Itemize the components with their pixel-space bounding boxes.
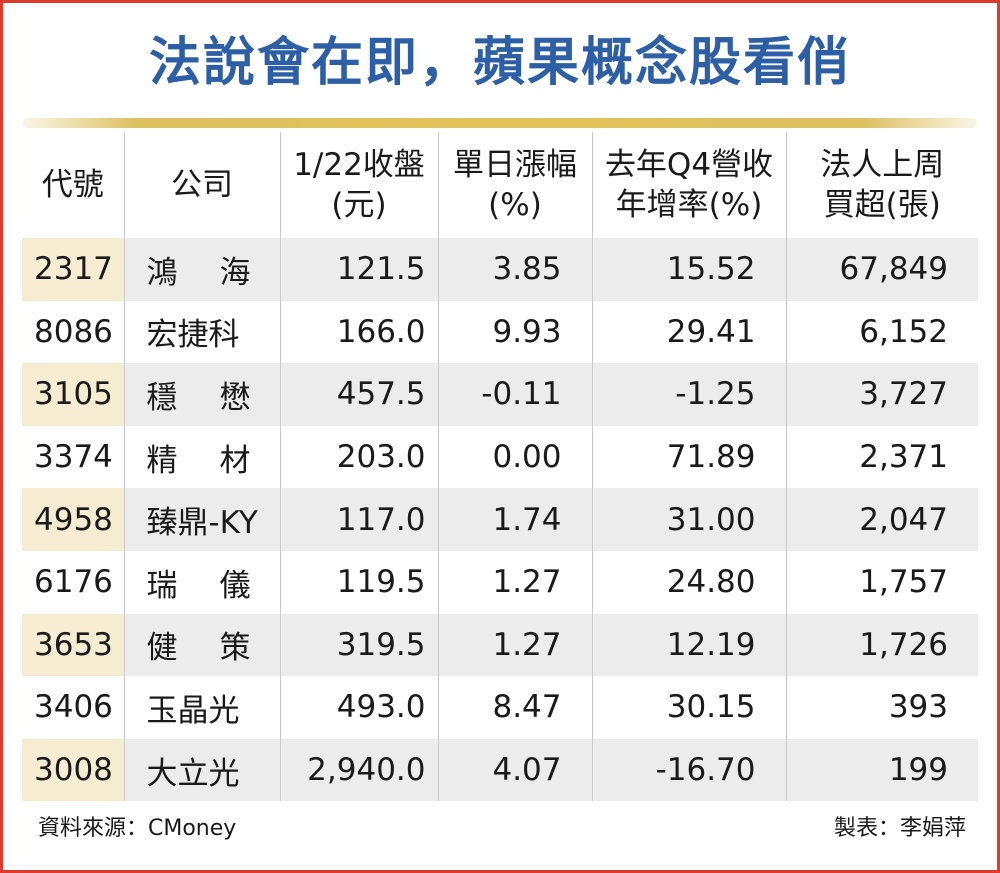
header-growth: 去年Q4營收 年增率(%) (591, 132, 786, 238)
cell-close: 203.0 (279, 425, 438, 489)
cell-close: 319.5 (279, 613, 438, 677)
header-company: 公司 (123, 132, 280, 238)
cell-close: 117.0 (279, 488, 438, 551)
table-row: 3105 穩懋 457.5 -0.11 -1.25 3,727 (22, 363, 978, 426)
cell-company: 玉晶光 (123, 676, 280, 739)
cell-buy: 6,152 (785, 300, 978, 364)
cell-code: 2317 (22, 238, 124, 301)
header-code: 代號 (41, 167, 104, 203)
cell-code: 3105 (22, 363, 124, 426)
cell-company: 穩懋 (123, 363, 280, 426)
cell-buy: 1,726 (785, 613, 978, 677)
cell-change: 3.85 (437, 238, 592, 301)
cell-growth: -16.70 (591, 738, 786, 802)
cell-change: 1.27 (437, 613, 592, 677)
cell-change: 1.74 (437, 488, 592, 551)
cell-change: 0.00 (437, 425, 592, 489)
cell-company: 臻鼎-KY (123, 488, 280, 551)
cell-close: 493.0 (279, 676, 438, 739)
cell-growth: 29.41 (591, 300, 786, 364)
cell-buy: 2,047 (785, 488, 978, 551)
table-row: 3406 玉晶光 493.0 8.47 30.15 393 (22, 676, 978, 739)
cell-buy: 199 (785, 738, 978, 802)
cell-company: 鴻海 (123, 238, 280, 301)
cell-growth: 24.80 (591, 550, 786, 614)
cell-close: 166.0 (279, 300, 438, 364)
cell-growth: 30.15 (591, 676, 786, 739)
cell-growth: 31.00 (591, 488, 786, 551)
cell-change: 8.47 (437, 676, 592, 739)
cell-company: 大立光 (123, 738, 280, 802)
table-row: 2317 鴻海 121.5 3.85 15.52 67,849 (22, 238, 978, 301)
cell-close: 119.5 (279, 550, 438, 614)
cell-code: 4958 (22, 488, 124, 551)
cell-code: 8086 (22, 300, 124, 364)
cell-buy: 2,371 (785, 425, 978, 489)
cell-code: 3653 (22, 613, 124, 677)
cell-company: 瑞儀 (123, 550, 280, 614)
table-row: 8086 宏捷科 166.0 9.93 29.41 6,152 (22, 300, 978, 364)
credit-note: 製表：李娟萍 (833, 816, 966, 841)
cell-code: 3008 (22, 738, 124, 802)
gold-divider (22, 118, 978, 128)
cell-growth: 71.89 (591, 425, 786, 489)
cell-buy: 1,757 (785, 550, 978, 614)
cell-buy: 393 (785, 676, 978, 739)
cell-close: 2,940.0 (279, 738, 438, 802)
cell-code: 6176 (22, 550, 124, 614)
cell-company: 精材 (123, 425, 280, 489)
cell-growth: 12.19 (591, 613, 786, 677)
header-change: 單日漲幅 (%) (437, 132, 592, 238)
table-row: 6176 瑞儀 119.5 1.27 24.80 1,757 (22, 550, 978, 614)
source-note: 資料來源：CMoney (38, 816, 237, 841)
cell-company: 宏捷科 (123, 300, 280, 364)
header-buy: 法人上周 買超(張) (785, 132, 978, 238)
cell-company: 健策 (123, 613, 280, 677)
cell-close: 457.5 (279, 363, 438, 426)
cell-code: 3406 (22, 676, 124, 739)
table-header-row: 代號 公司 1/22收盤 (元) 單日漲幅 (%) 去年Q4營收 年增率(%) 法人上… (22, 132, 978, 238)
cell-growth: -1.25 (591, 363, 786, 426)
cell-change: 1.27 (437, 550, 592, 614)
table-row: 3374 精材 203.0 0.00 71.89 2,371 (22, 425, 978, 489)
cell-buy: 3,727 (785, 363, 978, 426)
cell-change: 9.93 (437, 300, 592, 364)
cell-change: -0.11 (437, 363, 592, 426)
table-row: 4958 臻鼎-KY 117.0 1.74 31.00 2,047 (22, 488, 978, 551)
cell-growth: 15.52 (591, 238, 786, 301)
table-row: 3653 健策 319.5 1.27 12.19 1,726 (22, 613, 978, 677)
cell-close: 121.5 (279, 238, 438, 301)
table-row: 3008 大立光 2,940.0 4.07 -16.70 199 (22, 738, 978, 802)
cell-buy: 67,849 (785, 238, 978, 301)
page-title: 法說會在即，蘋果概念股看俏 (148, 33, 851, 93)
cell-change: 4.07 (437, 738, 592, 802)
stock-table: 代號 公司 1/22收盤 (元) 單日漲幅 (%) 去年Q4營收 年增率(%) 法人上… (22, 132, 978, 802)
header-close: 1/22收盤 (元) (279, 132, 438, 238)
cell-code: 3374 (22, 425, 124, 489)
